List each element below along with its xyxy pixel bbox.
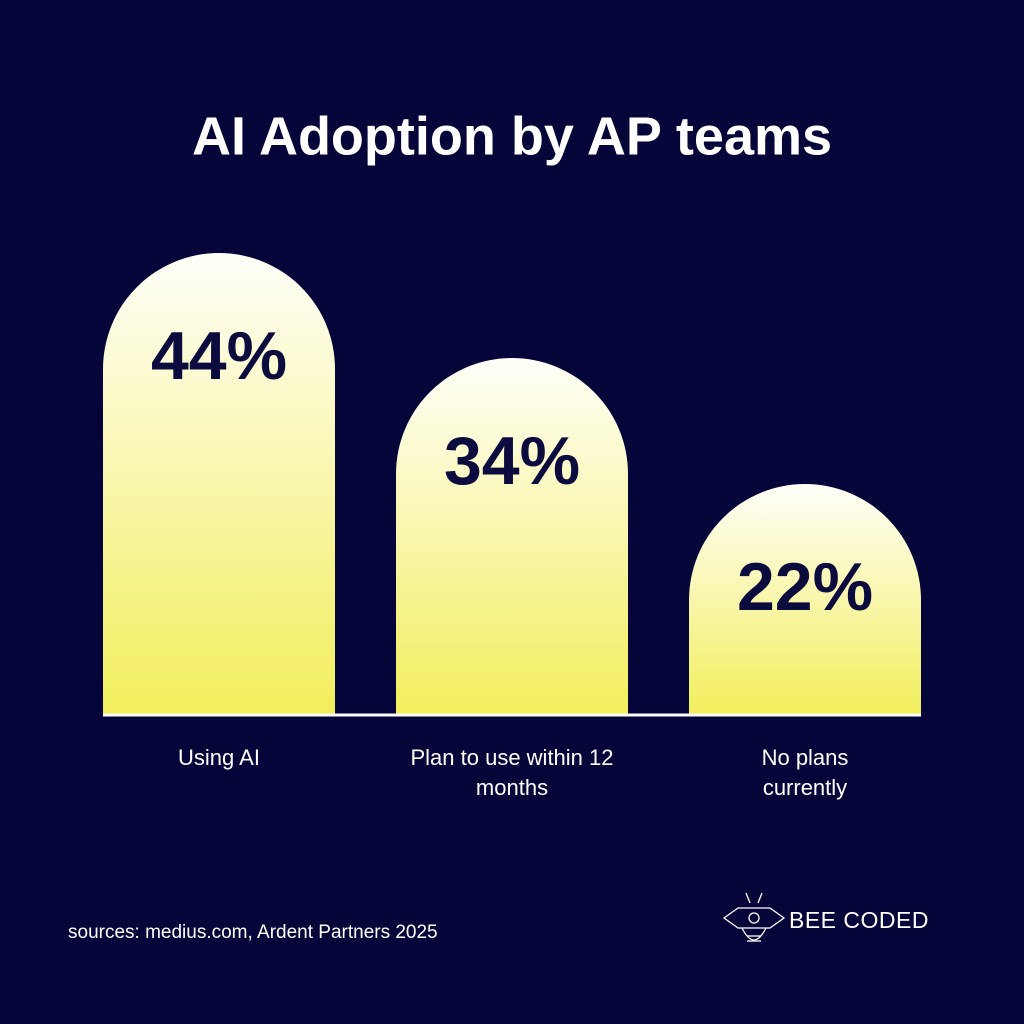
brand-name: BEE CODED: [789, 907, 929, 933]
bar: [103, 253, 335, 715]
category-label: Plan to use within 12 months: [410, 745, 614, 800]
chart-title: AI Adoption by AP teams: [192, 106, 832, 166]
logo-icon: [722, 892, 786, 942]
source-note: sources: medius.com, Ardent Partners 202…: [68, 922, 438, 943]
value-label: 44%: [151, 318, 287, 394]
bar: [396, 358, 628, 715]
value-label: 22%: [737, 549, 873, 625]
category-label: No plans currently: [761, 745, 849, 800]
value-label: 34%: [444, 423, 580, 499]
category-label: Using AI: [178, 745, 260, 770]
bar: [689, 484, 921, 715]
